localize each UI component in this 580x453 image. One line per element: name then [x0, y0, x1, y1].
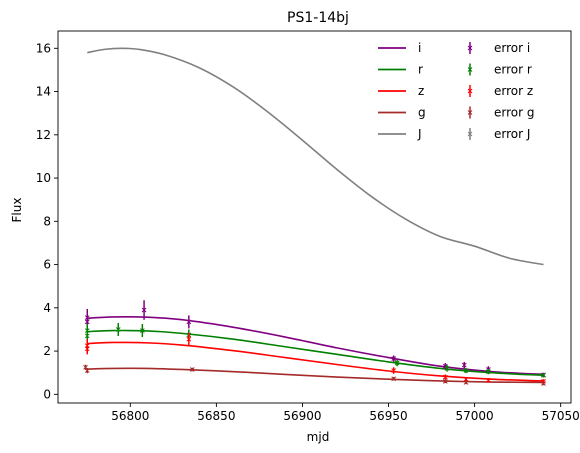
error-point-error-r: [444, 365, 450, 372]
error-point-error-g: [84, 367, 90, 374]
y-tick-label: 4: [43, 301, 51, 315]
error-point-error-g: [541, 381, 546, 386]
error-point-error-z: [84, 343, 90, 355]
error-point-error-g: [463, 380, 469, 385]
error-point-error-r: [486, 369, 491, 375]
y-tick-label: 10: [36, 171, 51, 185]
svg-text:error g: error g: [494, 106, 534, 120]
svg-text:i: i: [418, 41, 421, 55]
y-tick-label: 6: [43, 258, 51, 272]
x-tick-label: 56850: [197, 409, 235, 423]
legend-entry-r: r: [378, 63, 423, 77]
x-axis-label: mjd: [307, 430, 330, 444]
error-point-error-z: [486, 377, 491, 383]
legend-entry-error-J: error J: [467, 127, 530, 141]
error-point-error-i: [186, 315, 192, 329]
y-tick-label: 14: [36, 85, 51, 99]
y-axis-label: Flux: [10, 198, 24, 223]
svg-text:J: J: [417, 127, 422, 141]
legend-entry-error-g: error g: [467, 106, 534, 120]
legend-entry-z: z: [378, 84, 424, 98]
x-tick-label: 56900: [283, 409, 321, 423]
plot-frame: [57, 30, 572, 404]
series-line-J: [87, 47, 544, 266]
svg-text:g: g: [418, 106, 426, 120]
svg-text:error J: error J: [494, 127, 530, 141]
error-point-error-r: [463, 367, 469, 374]
svg-text:error z: error z: [494, 84, 533, 98]
svg-text:r: r: [418, 63, 423, 77]
error-point-error-r: [139, 324, 145, 338]
error-point-error-g: [391, 376, 397, 382]
error-point-error-r: [115, 322, 121, 336]
x-tick-label: 56950: [369, 409, 407, 423]
error-point-error-z: [186, 332, 192, 346]
legend-entry-error-r: error r: [467, 63, 532, 77]
x-tick-label: 57000: [456, 409, 494, 423]
error-point-error-g: [189, 367, 195, 372]
svg-text:z: z: [418, 84, 424, 98]
legend-entry-J: J: [378, 127, 422, 141]
series-line-g: [87, 367, 544, 384]
error-point-error-i: [391, 355, 397, 362]
legend-entry-error-i: error i: [467, 41, 530, 55]
y-tick-label: 2: [43, 344, 51, 358]
error-point-error-r: [394, 359, 400, 367]
svg-text:error i: error i: [494, 41, 530, 55]
legend-entry-g: g: [378, 106, 426, 120]
x-tick-label: 57050: [542, 409, 580, 423]
error-point-error-z: [391, 367, 397, 374]
error-point-error-g: [442, 379, 448, 384]
series-line-i: [87, 315, 544, 376]
legend-entry-i: i: [378, 41, 421, 55]
y-tick-label: 8: [43, 214, 51, 228]
y-tick-label: 12: [36, 128, 51, 142]
x-tick-label: 56800: [111, 409, 149, 423]
error-point-error-i: [461, 361, 467, 369]
chart-title: PS1-14bj: [287, 10, 349, 26]
y-tick-label: 0: [43, 387, 51, 401]
series-line-r: [87, 329, 544, 377]
error-point-error-i: [141, 300, 147, 320]
series-line-z: [87, 341, 544, 382]
svg-text:error r: error r: [494, 63, 532, 77]
error-point-error-z: [442, 374, 448, 380]
y-tick-label: 16: [36, 41, 51, 55]
error-point-error-r: [541, 372, 546, 378]
legend-entry-error-z: error z: [467, 84, 533, 98]
